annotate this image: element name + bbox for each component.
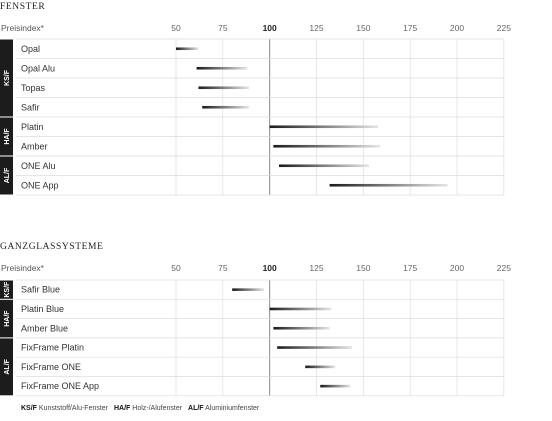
row-label: Topas (21, 83, 46, 93)
row-label: Opal (21, 44, 40, 54)
group-label: AL/F (4, 167, 11, 183)
row-label: ONE App (21, 180, 59, 190)
tick-label: 200 (450, 23, 464, 33)
tick-label: 100 (263, 23, 277, 33)
group-badge-al-f (0, 156, 13, 195)
row-label: FixFrame Platin (21, 343, 84, 353)
tick-label: 225 (497, 263, 511, 273)
tick-label: 175 (403, 263, 417, 273)
tick-label: 125 (309, 263, 323, 273)
group-label: HA/F (4, 310, 11, 327)
group-badge-al-f (0, 338, 13, 396)
row-label: Amber Blue (21, 323, 68, 333)
range-bar-safir-blue (232, 288, 265, 291)
chart-title: FENSTER (0, 2, 45, 12)
legend-code-alf: AL/F (188, 405, 204, 412)
range-bar-one-app (329, 183, 448, 187)
tick-label: 100 (263, 263, 277, 273)
row-label: Platin Blue (21, 304, 64, 314)
tick-label: 200 (450, 263, 464, 273)
fenster-chart: FENSTER Preisindex* 50 75 100 125 150 175 200 225… (0, 2, 511, 196)
row-label: Amber (21, 141, 48, 151)
tick-label: 150 (356, 263, 370, 273)
group-badge-ks-f (0, 280, 13, 299)
group-label: KS/F (4, 281, 11, 298)
tick-label: 175 (403, 23, 417, 33)
legend-code-ksf: KS/F (21, 405, 37, 412)
row-label: FixFrame ONE (21, 362, 81, 372)
legend-text-ksf: Kunststoff/Alu-Fenster (38, 405, 109, 412)
tick-label: 75 (218, 263, 228, 273)
group-badge-ks-f (0, 39, 13, 117)
row-label: ONE Alu (21, 161, 56, 171)
tick-label: 150 (356, 23, 370, 33)
row-label: FixFrame ONE App (21, 381, 99, 391)
range-bar-safir (202, 105, 250, 109)
range-bar-fixframe-one (305, 365, 336, 369)
legend: KS/F Kunststoff/Alu-Fenster HA/F Holz-/A… (21, 405, 263, 412)
range-bar-fixframe-one-app (320, 384, 351, 388)
row-label: Safir Blue (21, 285, 60, 295)
tick-label: 50 (171, 23, 181, 33)
range-bar-amber-blue (273, 326, 330, 330)
legend-text-alf: Aluminiumfenster (205, 405, 260, 412)
group-label: HA/F (4, 128, 11, 145)
axis-label: Preisindex* (1, 23, 45, 33)
range-bar-opal (176, 47, 199, 51)
range-bar-amber (273, 144, 381, 148)
row-label: Opal Alu (21, 63, 55, 73)
range-bar-platin-blue (269, 307, 332, 311)
range-bar-opal-alu (196, 66, 248, 70)
group-label: KS/F (4, 69, 11, 86)
axis-label: Preisindex* (1, 263, 45, 273)
tick-label: 125 (309, 23, 323, 33)
legend-text-haf: Holz-/Alufenster (132, 405, 183, 412)
group-badge-ha-f (0, 299, 13, 338)
legend-code-haf: HA/F (113, 405, 131, 412)
ganzglassysteme-chart: GANZGLASSYSTEME Preisindex* 50 75 100 125 150 1… (0, 242, 511, 397)
tick-label: 75 (218, 23, 228, 33)
range-bar-one-alu (279, 164, 369, 168)
chart-title: GANZGLASSYSTEME (0, 242, 103, 252)
range-bar-topas (198, 86, 250, 90)
tick-label: 50 (171, 263, 181, 273)
range-bar-platin (269, 125, 379, 129)
group-badge-ha-f (0, 117, 13, 156)
group-label: AL/F (4, 358, 11, 374)
row-label: Platin (21, 122, 44, 132)
row-label: Safir (21, 102, 40, 112)
tick-label: 225 (497, 23, 511, 33)
range-bar-fixframe-platin (277, 346, 353, 349)
